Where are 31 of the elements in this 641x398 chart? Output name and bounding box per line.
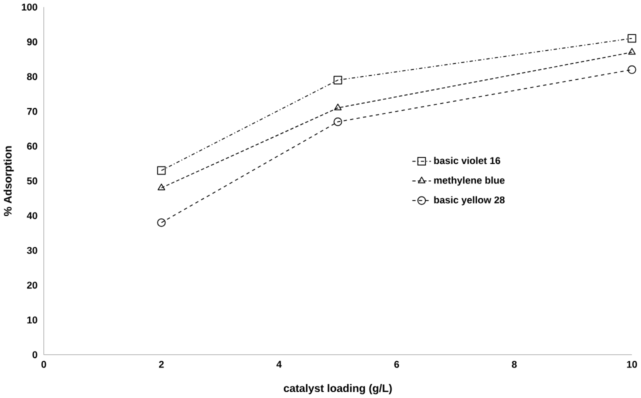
point bbox=[157, 166, 166, 175]
point bbox=[628, 34, 636, 43]
y-tick-label: 100 bbox=[22, 4, 38, 11]
x-tick-label: 2 bbox=[159, 360, 164, 368]
point bbox=[334, 118, 342, 126]
y-tick-label: 10 bbox=[27, 316, 38, 324]
x-tick-label: 8 bbox=[512, 360, 517, 368]
legend-label: methylene blue bbox=[434, 176, 505, 186]
x-tick-label: 0 bbox=[41, 360, 46, 368]
point bbox=[334, 104, 342, 110]
y-tick-label: 30 bbox=[26, 247, 38, 254]
x-tick-label: 4 bbox=[276, 360, 282, 368]
y-tick-label: 90 bbox=[27, 38, 38, 46]
point bbox=[628, 48, 636, 55]
x-axis-title: catalyst loading (g/L) bbox=[284, 384, 392, 394]
y-tick-label: 70 bbox=[27, 108, 38, 115]
y-tick-label: 0 bbox=[32, 351, 38, 358]
point bbox=[158, 184, 166, 190]
x-tick-label: 6 bbox=[394, 360, 400, 368]
y-tick-label: 40 bbox=[26, 212, 38, 220]
y-tick-label: 60 bbox=[27, 142, 38, 150]
point bbox=[628, 65, 636, 74]
legend-label: basic violet 16 bbox=[434, 156, 500, 164]
legend-label: basic yellow 28 bbox=[434, 196, 505, 206]
point bbox=[157, 218, 166, 227]
y-axis-title: % Adsorption bbox=[4, 146, 14, 216]
y-tick-label: 50 bbox=[27, 177, 38, 184]
y-tick-label: 80 bbox=[27, 73, 38, 80]
x-tick-label: 10 bbox=[627, 360, 637, 368]
point bbox=[334, 76, 342, 84]
y-tick-label: 20 bbox=[27, 282, 38, 289]
